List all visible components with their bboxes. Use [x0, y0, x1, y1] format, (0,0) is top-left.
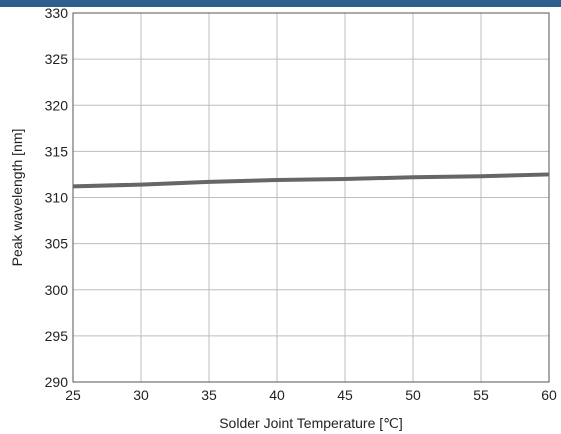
y-tick-label: 290 [45, 374, 69, 390]
x-tick-label: 30 [133, 387, 149, 403]
y-tick-label: 315 [45, 143, 69, 159]
x-tick-label: 35 [201, 387, 217, 403]
y-tick-label: 310 [45, 190, 69, 206]
x-tick-label: 60 [541, 387, 557, 403]
x-tick-labels: 25 30 35 40 45 50 55 60 [65, 387, 557, 403]
y-tick-label: 295 [45, 328, 69, 344]
x-tick-label: 40 [269, 387, 285, 403]
header-bar [0, 0, 561, 7]
y-tick-label: 300 [45, 282, 69, 298]
series-line [72, 172, 550, 189]
x-axis-title: Solder Joint Temperature [℃] [219, 415, 403, 431]
x-tick-label: 45 [337, 387, 353, 403]
x-tick-label: 55 [473, 387, 489, 403]
x-tick-label: 25 [65, 387, 81, 403]
y-tick-labels: 330 325 320 315 310 305 300 295 290 [45, 5, 69, 390]
y-tick-label: 320 [45, 97, 69, 113]
grid [73, 13, 549, 382]
x-tick-label: 50 [405, 387, 421, 403]
y-tick-label: 305 [45, 236, 69, 252]
y-tick-label: 330 [45, 5, 69, 21]
series-layer [72, 172, 550, 189]
y-tick-label: 325 [45, 51, 69, 67]
plot-frame [72, 12, 550, 383]
y-axis-title: Peak wavelength [nm] [9, 129, 25, 267]
